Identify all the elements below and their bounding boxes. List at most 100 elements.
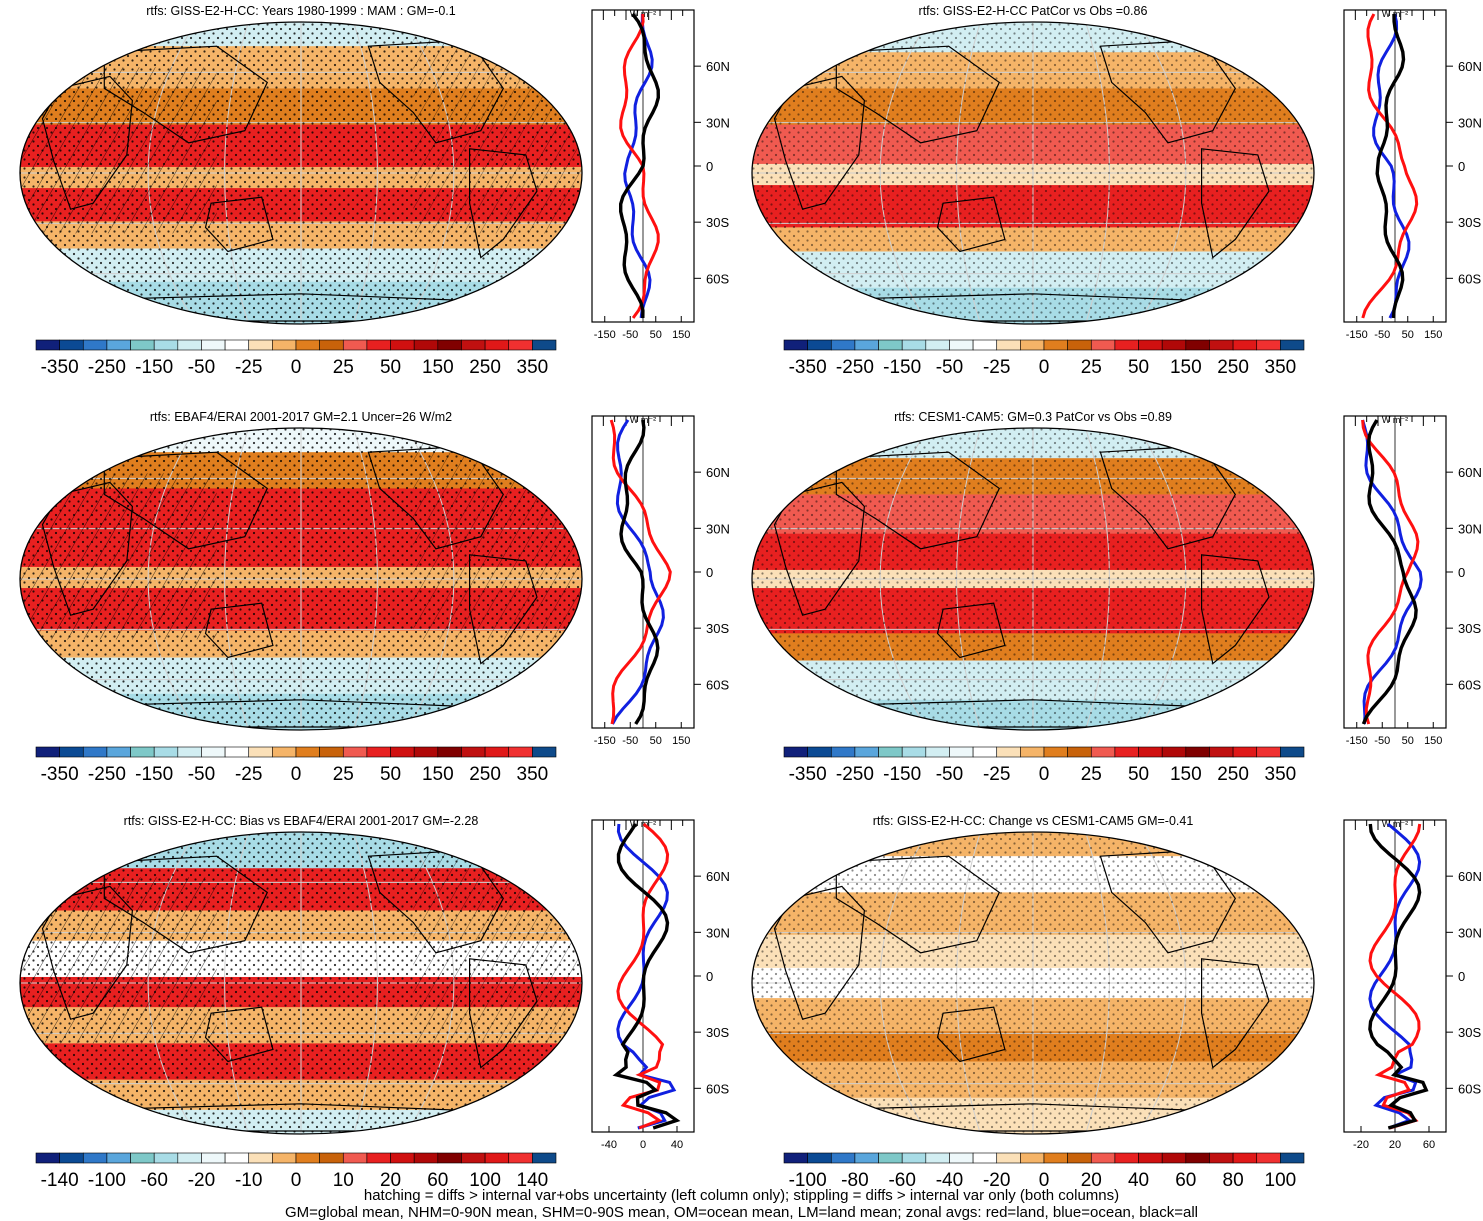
colorbar: -350 -250 -150 -50 -25 0 25 50 150 250 350 [35, 746, 557, 785]
profile-units: W m⁻² [630, 819, 656, 829]
colorbar-label: 80 [1223, 1170, 1244, 1191]
colorbar-swatch [854, 339, 879, 351]
colorbar-swatch [342, 746, 368, 758]
colorbar-label: -150 [883, 357, 921, 378]
profile-curve-land [609, 419, 672, 725]
stippling-overlay [752, 428, 1314, 730]
colorbar-swatch [1256, 746, 1281, 758]
colorbar-label: 0 [1039, 1170, 1050, 1191]
colorbar-label: 25 [1081, 764, 1102, 785]
colorbar-label: -100 [789, 1170, 827, 1191]
colorbar-label: 0 [291, 357, 302, 378]
colorbar-label: -25 [983, 357, 1010, 378]
colorbar-swatch [342, 339, 368, 351]
colorbar-swatch [925, 746, 950, 758]
profile-lat-label: 30S [1458, 1025, 1481, 1040]
colorbar-swatch [1256, 339, 1281, 351]
colorbar-swatch [972, 339, 998, 351]
colorbar-swatch [1090, 746, 1116, 758]
colorbar-label: 50 [380, 357, 401, 378]
profile-lat-label: 60N [1458, 869, 1482, 884]
panel-title: rtfs: EBAF4/ERAI 2001-2017 GM=2.1 Uncer=… [150, 410, 452, 424]
profile-curve-ocean [623, 13, 654, 319]
colorbar-label: 250 [1217, 357, 1249, 378]
colorbar-swatch [177, 339, 202, 351]
hatching-overlay [20, 67, 217, 234]
colorbar-swatch [972, 746, 998, 758]
colorbar-swatch [484, 1152, 510, 1164]
colorbar-label: 140 [517, 1170, 549, 1191]
profile-x-label: 150 [672, 735, 690, 747]
hatching-overlay [413, 22, 582, 234]
colorbar-label: -50 [936, 764, 963, 785]
profile-lat-label: 60S [1458, 1081, 1481, 1096]
colorbar-label: 10 [333, 1170, 354, 1191]
profile-lat-label: 30S [706, 621, 729, 636]
profile-lat-label: 30N [706, 115, 730, 130]
colorbar-label: -25 [983, 764, 1010, 785]
colorbar-swatch [82, 746, 108, 758]
colorbar-label: 25 [1081, 357, 1102, 378]
colorbar-swatch [153, 746, 179, 758]
profile-lat-label: 30N [706, 925, 730, 940]
colorbar-swatch [272, 746, 297, 758]
colorbar-swatch [295, 1152, 320, 1164]
colorbar-swatch [949, 339, 974, 351]
colorbar-swatch [1067, 1152, 1092, 1164]
colorbar-swatch [35, 1152, 60, 1164]
colorbar-label: -350 [789, 357, 827, 378]
colorbar-swatch [106, 746, 131, 758]
colorbar-label: 100 [469, 1170, 501, 1191]
colorbar-swatch [484, 339, 510, 351]
profile-x-label: -50 [622, 329, 638, 341]
map-field [20, 428, 582, 730]
profile-lat-label: 0 [706, 969, 713, 984]
colorbar-swatch [972, 1152, 998, 1164]
colorbar-swatch [106, 339, 131, 351]
colorbar-swatch [342, 1152, 368, 1164]
colorbar-swatch [949, 1152, 974, 1164]
colorbar-label: 0 [291, 764, 302, 785]
colorbar-swatch [1090, 1152, 1116, 1164]
colorbar-swatch [366, 339, 391, 351]
colorbar-swatch [295, 746, 320, 758]
profile-lat-label: 0 [706, 565, 713, 580]
colorbar-swatch [390, 339, 415, 351]
colorbar-label: 60 [427, 1170, 448, 1191]
panel-title: rtfs: GISS-E2-H-CC PatCor vs Obs =0.86 [919, 4, 1148, 18]
profile-lat-label: 30N [706, 521, 730, 536]
colorbar-swatch [901, 1152, 927, 1164]
panel-4: rtfs: CESM1-CAM5: GM=0.3 PatCor vs Obs =… [751, 410, 1482, 785]
colorbar-label: 25 [333, 764, 354, 785]
colorbar-swatch [854, 1152, 879, 1164]
colorbar-label: 50 [380, 764, 401, 785]
colorbar-swatch [1161, 746, 1187, 758]
profile-x-label: 150 [672, 329, 690, 341]
colorbar-swatch [1043, 339, 1068, 351]
colorbar-swatch [319, 746, 344, 758]
colorbar-swatch [807, 339, 832, 351]
profile-lat-label: 30N [1458, 521, 1482, 536]
colorbar-swatch [413, 1152, 439, 1164]
panel-title: rtfs: CESM1-CAM5: GM=0.3 PatCor vs Obs =… [894, 410, 1172, 424]
profile-x-label: 40 [671, 1139, 683, 1151]
colorbar-label: 250 [1217, 764, 1249, 785]
colorbar-swatch [153, 1152, 179, 1164]
colorbar-swatch [35, 746, 60, 758]
colorbar: -100 -80 -60 -40 -20 0 20 40 60 80 100 [783, 1152, 1305, 1191]
profile-lat-label: 0 [1458, 159, 1465, 174]
colorbar-swatch [201, 339, 226, 351]
colorbar-swatch [130, 746, 155, 758]
colorbar-swatch [1185, 1152, 1210, 1164]
panel-3: rtfs: EBAF4/ERAI 2001-2017 GM=2.1 Uncer=… [19, 410, 730, 785]
profile-x-label: 150 [1424, 329, 1442, 341]
footer-note-hatching: hatching = diffs > internal var+obs unce… [363, 1187, 1120, 1204]
colorbar-swatch [854, 746, 879, 758]
colorbar: -350 -250 -150 -50 -25 0 25 50 150 250 350 [783, 746, 1305, 785]
profile-lat-label: 60N [1458, 465, 1482, 480]
colorbar-swatch [1161, 1152, 1187, 1164]
colorbar-swatch [1043, 1152, 1068, 1164]
colorbar-swatch [413, 746, 439, 758]
profile-x-label: -50 [1374, 735, 1390, 747]
colorbar-swatch [59, 339, 84, 351]
